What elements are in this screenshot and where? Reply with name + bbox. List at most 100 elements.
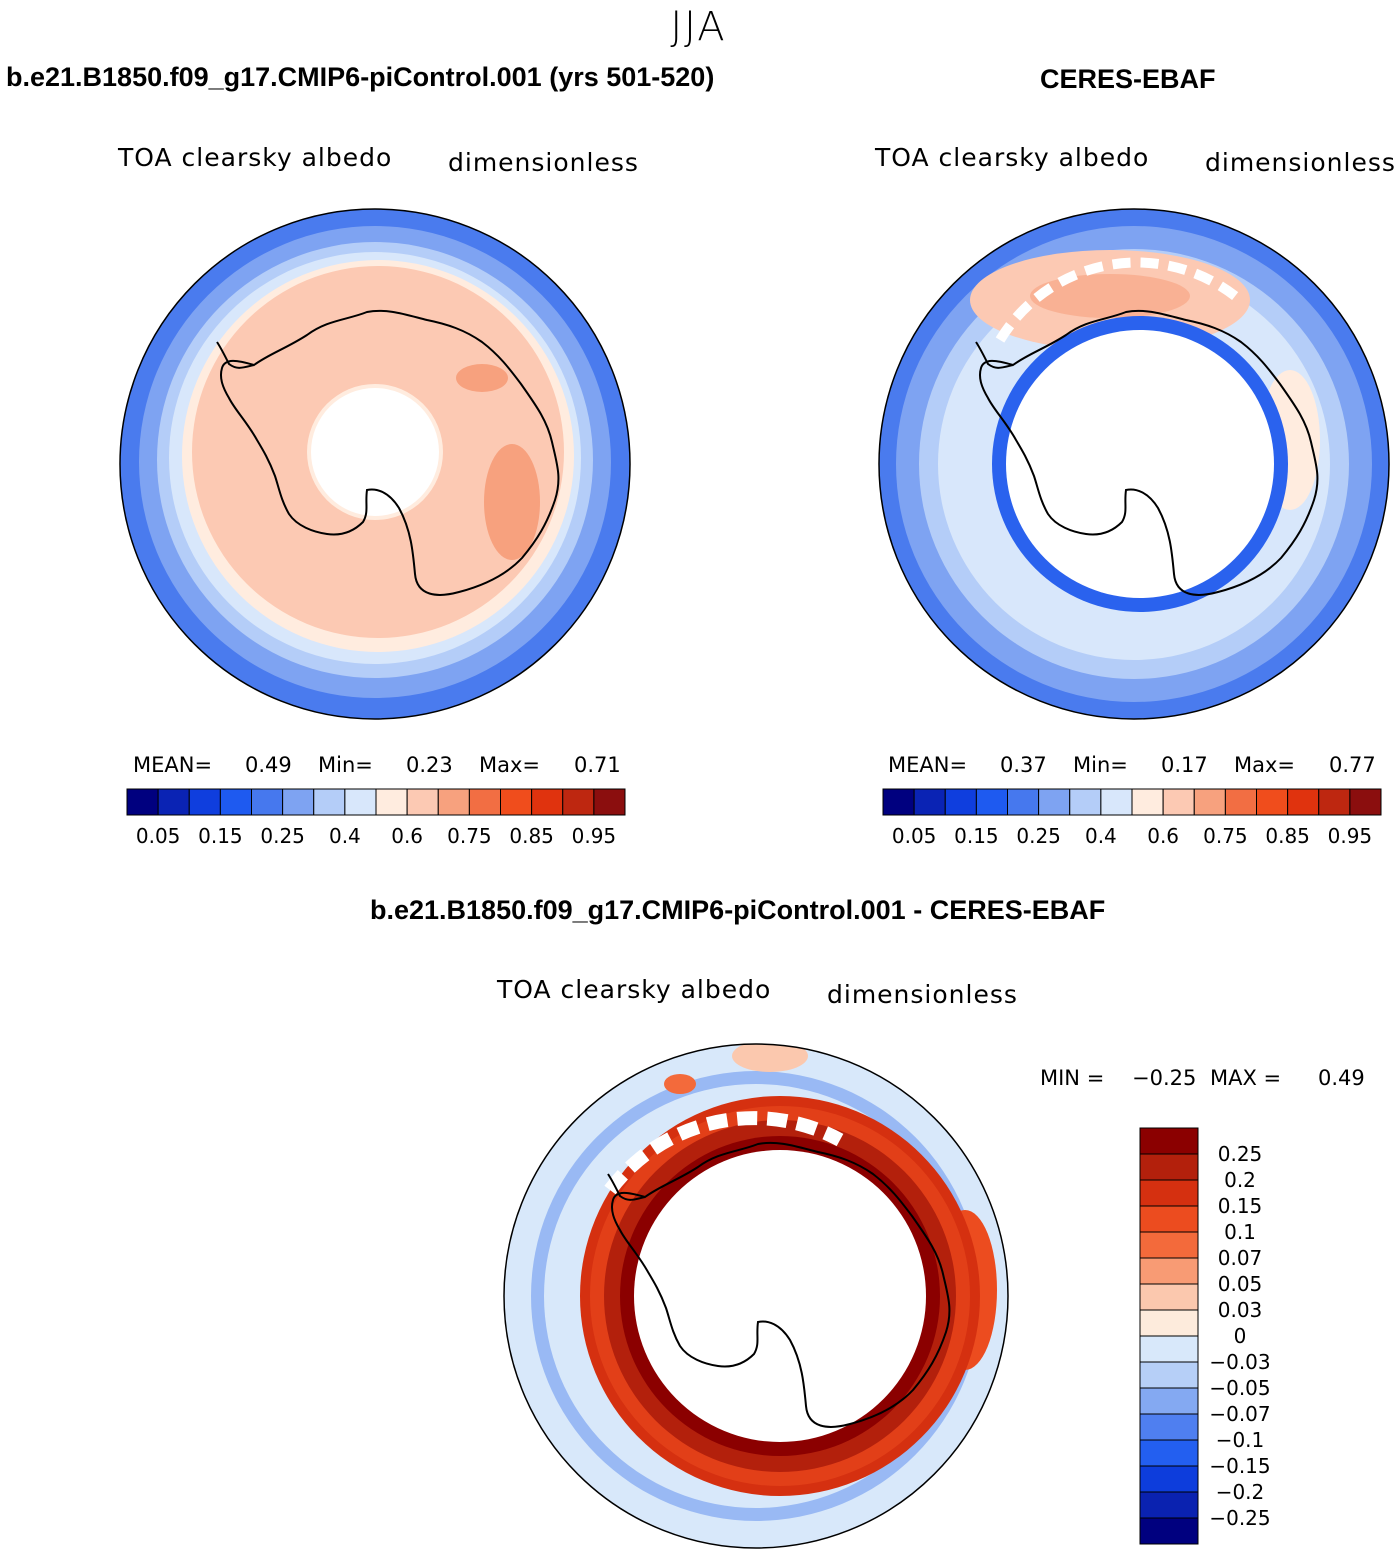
diff-min-value: −0.25 xyxy=(1132,1066,1197,1090)
panel1-colorbar-color-7 xyxy=(344,788,377,816)
diff-colorbar-tick-label: −0.03 xyxy=(1209,1350,1270,1374)
panel2-max-value: 0.77 xyxy=(1329,753,1376,777)
season-title: JJA xyxy=(670,4,727,50)
diff-colorbar-color-11 xyxy=(1139,1413,1199,1441)
panel2-max-label: Max= xyxy=(1234,753,1296,777)
panel1-colorbar-color-13 xyxy=(531,788,564,816)
panel2-colorbar-tick-label: 0.6 xyxy=(1147,824,1179,848)
panel1-mean-label: MEAN= xyxy=(133,753,213,777)
panel1-max-value: 0.71 xyxy=(574,753,621,777)
diff-colorbar-tick-label: 0.05 xyxy=(1218,1272,1263,1296)
diff-colorbar-tick-label: −0.07 xyxy=(1209,1402,1270,1426)
panel2-colorbar-tick-label: 0.05 xyxy=(892,824,937,848)
panel1-colorbar-color-8 xyxy=(375,788,408,816)
panel2-colorbar-color-9 xyxy=(1162,788,1195,816)
panel1-colorbar-tick-label: 0.6 xyxy=(391,824,423,848)
panel1-max-label: Max= xyxy=(479,753,541,777)
diff-colorbar-color-0 xyxy=(1139,1127,1199,1155)
panel2-colorbar-color-8 xyxy=(1131,788,1164,816)
panel1-colorbar-tick-label: 0.95 xyxy=(572,824,617,848)
panel1-min-label: Min= xyxy=(318,753,373,777)
panel2-colorbar-tick-label: 0.85 xyxy=(1265,824,1310,848)
panel2-colorbar-color-4 xyxy=(1007,788,1040,816)
panel1-colorbar-color-12 xyxy=(500,788,533,816)
panel2-colorbar-color-1 xyxy=(913,788,946,816)
diff-colorbar-color-6 xyxy=(1139,1283,1199,1311)
panel2-colorbar-color-5 xyxy=(1038,788,1071,816)
panel2-mean-value: 0.37 xyxy=(1000,753,1047,777)
panel2-min-label: Min= xyxy=(1073,753,1128,777)
diff-colorbar-color-15 xyxy=(1139,1517,1199,1545)
diff-colorbar-tick-label: 0 xyxy=(1234,1324,1247,1348)
panel1-colorbar-tick-label: 0.05 xyxy=(136,824,181,848)
diff-colorbar-color-5 xyxy=(1139,1257,1199,1285)
panel1-mean-value: 0.49 xyxy=(245,753,292,777)
panel2-colorbar-tick-label: 0.75 xyxy=(1203,824,1248,848)
diff-colorbar-color-9 xyxy=(1139,1361,1199,1389)
diff-colorbar-tick-label: −0.2 xyxy=(1216,1480,1265,1504)
panel2-variable-label: TOA clearsky albedo xyxy=(875,143,1150,172)
diff-colorbar-tick-label: 0.25 xyxy=(1218,1142,1263,1166)
panel2-colorbar-color-11 xyxy=(1224,788,1257,816)
panel1-map xyxy=(119,208,631,720)
panel2-colorbar-color-14 xyxy=(1318,788,1351,816)
panel2-map xyxy=(878,208,1390,720)
panel2-colorbar-tick-label: 0.25 xyxy=(1016,824,1061,848)
diff-colorbar-color-1 xyxy=(1139,1153,1199,1181)
diff-colorbar-tick-label: 0.03 xyxy=(1218,1298,1263,1322)
diff-max-label: MAX = xyxy=(1210,1066,1282,1090)
panel1-colorbar-tick-label: 0.4 xyxy=(329,824,361,848)
diff-colorbar-color-4 xyxy=(1139,1231,1199,1259)
diff-colorbar-color-10 xyxy=(1139,1387,1199,1415)
diff-units-label: dimensionless xyxy=(827,980,1018,1009)
diff-variable-label: TOA clearsky albedo xyxy=(497,975,772,1004)
diff-max-value: 0.49 xyxy=(1318,1066,1365,1090)
panel1-colorbar-color-10 xyxy=(437,788,470,816)
panel2-mean-label: MEAN= xyxy=(888,753,968,777)
panel2-colorbar-color-3 xyxy=(975,788,1008,816)
diff-colorbar-tick-label: 0.07 xyxy=(1218,1246,1263,1270)
panel1-colorbar: 0.05 0.15 0.25 0.4 0.6 0.75 0.85 0.95 xyxy=(126,788,626,848)
panel2-title: CERES-EBAF xyxy=(1040,64,1216,94)
panel2-colorbar-color-15 xyxy=(1349,788,1382,816)
panel1-title: b.e21.B1850.f09_g17.CMIP6-piControl.001 … xyxy=(6,62,715,92)
panel1-units-label: dimensionless xyxy=(448,148,639,177)
diff-map xyxy=(503,1043,1009,1549)
diff-colorbar-tick-label: −0.1 xyxy=(1216,1428,1265,1452)
panel2-colorbar: 0.05 0.15 0.25 0.4 0.6 0.75 0.85 0.95 xyxy=(882,788,1382,848)
panel2-min-value: 0.17 xyxy=(1161,753,1208,777)
diff-colorbar-color-7 xyxy=(1139,1309,1199,1337)
diff-colorbar-color-14 xyxy=(1139,1491,1199,1519)
panel2-colorbar-tick-label: 0.95 xyxy=(1328,824,1373,848)
panel1-colorbar-color-3 xyxy=(219,788,252,816)
panel2-colorbar-color-7 xyxy=(1100,788,1133,816)
diff-colorbar-tick-label: 0.2 xyxy=(1224,1168,1256,1192)
panel1-variable-label: TOA clearsky albedo xyxy=(118,143,393,172)
panel1-colorbar-color-4 xyxy=(251,788,284,816)
diff-colorbar-tick-label: −0.05 xyxy=(1209,1376,1270,1400)
diff-colorbar-color-13 xyxy=(1139,1465,1199,1493)
panel1-colorbar-tick-label: 0.75 xyxy=(447,824,492,848)
panel1-colorbar-color-5 xyxy=(282,788,315,816)
panel2-colorbar-color-0 xyxy=(882,788,915,816)
diff-colorbar-color-12 xyxy=(1139,1439,1199,1467)
diff-colorbar-color-2 xyxy=(1139,1179,1199,1207)
panel1-colorbar-color-0 xyxy=(126,788,159,816)
diff-title: b.e21.B1850.f09_g17.CMIP6-piControl.001 … xyxy=(370,895,1106,925)
diff-colorbar-tick-label: 0.1 xyxy=(1224,1220,1256,1244)
panel1-colorbar-tick-label: 0.15 xyxy=(198,824,243,848)
panel2-colorbar-color-12 xyxy=(1256,788,1289,816)
panel1-min-value: 0.23 xyxy=(406,753,453,777)
diff-colorbar: 0.250.20.150.10.070.050.030−0.03−0.05−0.… xyxy=(1139,1127,1271,1545)
panel1-colorbar-tick-label: 0.85 xyxy=(509,824,554,848)
panel1-colorbar-color-11 xyxy=(468,788,501,816)
diff-colorbar-color-8 xyxy=(1139,1335,1199,1363)
panel1-colorbar-color-14 xyxy=(562,788,595,816)
panel2-colorbar-color-10 xyxy=(1193,788,1226,816)
diff-colorbar-color-3 xyxy=(1139,1205,1199,1233)
panel2-colorbar-color-6 xyxy=(1069,788,1102,816)
panel1-colorbar-color-9 xyxy=(406,788,439,816)
panel1-colorbar-color-6 xyxy=(313,788,346,816)
panel2-colorbar-tick-label: 0.4 xyxy=(1085,824,1117,848)
